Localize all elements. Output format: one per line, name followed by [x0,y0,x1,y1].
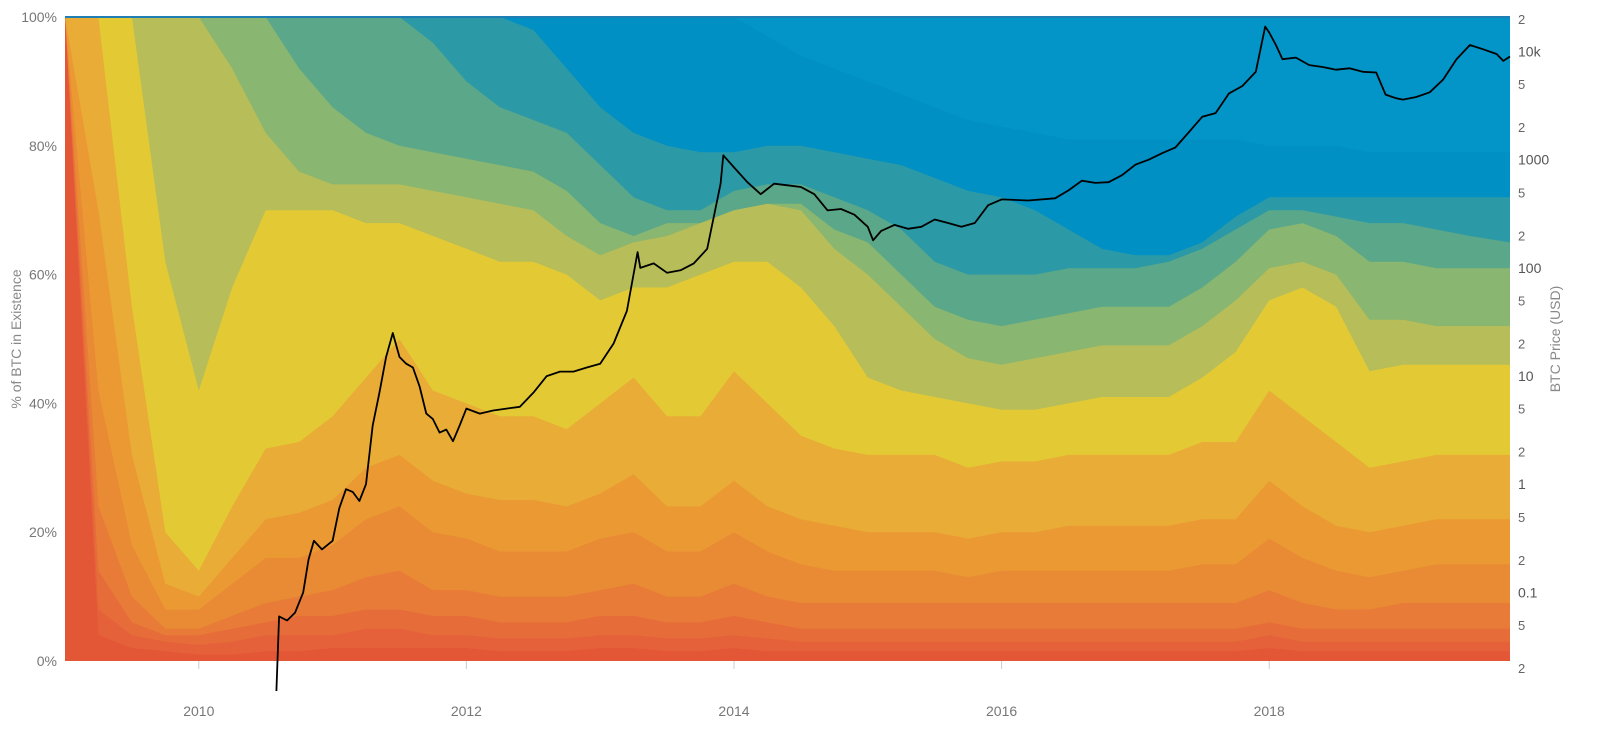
y2-tick-label-11: 5 [1518,402,1525,417]
right-axis: 2 10k 5 2 1000 5 2 100 5 2 10 5 2 1 5 2 0.1 5 2 [1518,12,1549,676]
x-tick-label-2: 2014 [718,703,749,719]
y2-axis-title: BTC Price (USD) [1547,286,1563,393]
bottom-axis: 2010 2012 2014 2016 2018 [183,661,1285,719]
y-axis-title: % of BTC in Existence [8,269,24,408]
y-tick-label-0: 0% [37,653,57,669]
y2-tick-label-0: 2 [1518,12,1525,27]
y2-tick-label-5: 5 [1518,185,1525,200]
area-band-5 [65,17,1510,661]
y-tick-label-5: 100% [21,9,57,25]
y2-tick-label-18: 2 [1518,661,1525,676]
supply-age-bands [65,17,1510,661]
y2-tick-label-7: 100 [1518,260,1542,276]
x-tick-label-0: 2010 [183,703,214,719]
y-tick-label-1: 20% [29,524,57,540]
y-tick-label-2: 40% [29,395,57,411]
y2-tick-label-1: 10k [1518,44,1542,60]
y2-tick-label-8: 5 [1518,294,1525,309]
y2-tick-label-3: 2 [1518,120,1525,135]
y2-tick-label-2: 5 [1518,77,1525,92]
y2-tick-label-16: 0.1 [1518,584,1538,600]
y-tick-label-3: 60% [29,267,57,283]
btc-price-line [275,25,1511,692]
y2-tick-label-4: 1000 [1518,152,1549,168]
area-band-6 [65,17,1510,661]
price-line-layer [275,25,1511,692]
y-tick-label-4: 80% [29,138,57,154]
y2-tick-label-10: 10 [1518,368,1534,384]
left-axis: 0% 20% 40% 60% 80% 100% [21,9,57,669]
x-tick-label-3: 2016 [986,703,1017,719]
y2-tick-label-6: 2 [1518,228,1525,243]
y2-tick-label-9: 2 [1518,337,1525,352]
y2-tick-label-17: 5 [1518,618,1525,633]
x-tick-label-4: 2018 [1254,703,1285,719]
y2-tick-label-14: 5 [1518,510,1525,525]
y2-tick-label-13: 1 [1518,476,1526,492]
y2-tick-label-15: 2 [1518,553,1525,568]
x-tick-label-1: 2012 [451,703,482,719]
y2-tick-label-12: 2 [1518,445,1525,460]
